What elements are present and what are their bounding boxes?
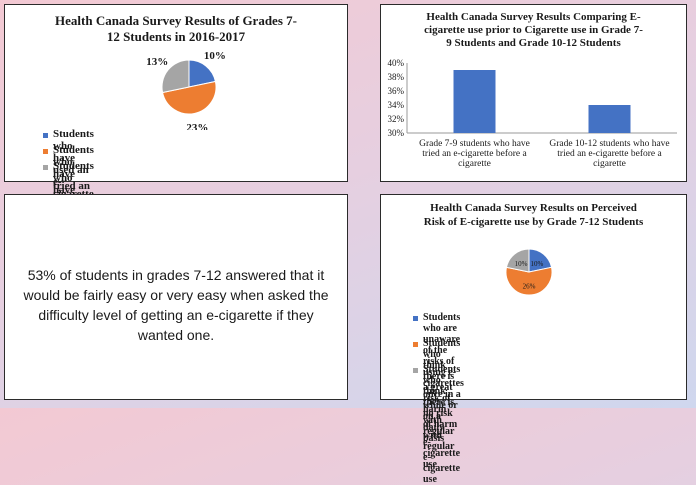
legend-label: Students who think there is no risk of h… <box>423 364 461 485</box>
legend-swatch <box>413 368 418 373</box>
chart-title: Health Canada Survey Results of Grades 7… <box>55 13 297 44</box>
y-tick-label: 38% <box>388 72 405 82</box>
pie-slice <box>161 59 190 94</box>
legend: Students who are unaware of the risks of… <box>413 312 683 485</box>
survey-finding-text: 53% of students in grades 7-12 answered … <box>23 267 329 343</box>
pie-slice <box>161 80 217 115</box>
slice-label: 10% <box>204 50 226 62</box>
legend: Students who have used an e-cigarette St… <box>43 128 343 268</box>
bar-chart-panel: Health Canada Survey Results Comparing E… <box>380 4 687 182</box>
pie-slice <box>505 248 530 273</box>
slice-label: 13% <box>146 56 168 68</box>
y-tick-label: 36% <box>388 86 405 96</box>
y-tick-label: 34% <box>388 100 405 110</box>
pie-chart-svg: 10% 26% 10% <box>505 248 553 296</box>
legend-swatch <box>43 133 48 138</box>
slice-label: 10% <box>515 260 528 268</box>
legend-swatch <box>43 165 48 170</box>
y-tick-label: 40% <box>388 58 405 68</box>
x-tick-label: Grade 10-12 students who have tried an e-… <box>549 139 669 169</box>
slice-label: 26% <box>523 283 536 291</box>
x-tick-label: Grade 7-9 students who have tried an e-ci… <box>419 139 530 169</box>
pie-chart-panel-grades: Health Canada Survey Results of Grades 7… <box>4 4 348 268</box>
legend-swatch <box>43 149 48 154</box>
bar-chart-svg: 30% 32% 34% 36% 38% 40% Grade 7-9 students who… <box>388 58 677 169</box>
y-tick-label: 32% <box>388 114 405 124</box>
pie-slice <box>505 266 553 296</box>
text-panel: 53% of students in grades 7-12 answered … <box>4 194 348 400</box>
slice-label: 10% <box>531 260 544 268</box>
chart-title: Health Canada Survey Results Comparing E… <box>424 11 643 49</box>
y-tick-label: 30% <box>388 128 405 138</box>
legend-swatch <box>413 342 418 347</box>
slice-label: 23% <box>186 122 208 130</box>
bar <box>453 70 496 133</box>
pie-chart-panel-risk: Health Canada Survey Results on Perceive… <box>380 194 687 485</box>
chart-title: Health Canada Survey Results on Perceive… <box>423 202 644 228</box>
pie-chart-svg: 10% 23% 13% <box>146 50 226 130</box>
pie-slice <box>188 59 217 88</box>
legend-swatch <box>413 316 418 321</box>
bar <box>588 105 631 133</box>
